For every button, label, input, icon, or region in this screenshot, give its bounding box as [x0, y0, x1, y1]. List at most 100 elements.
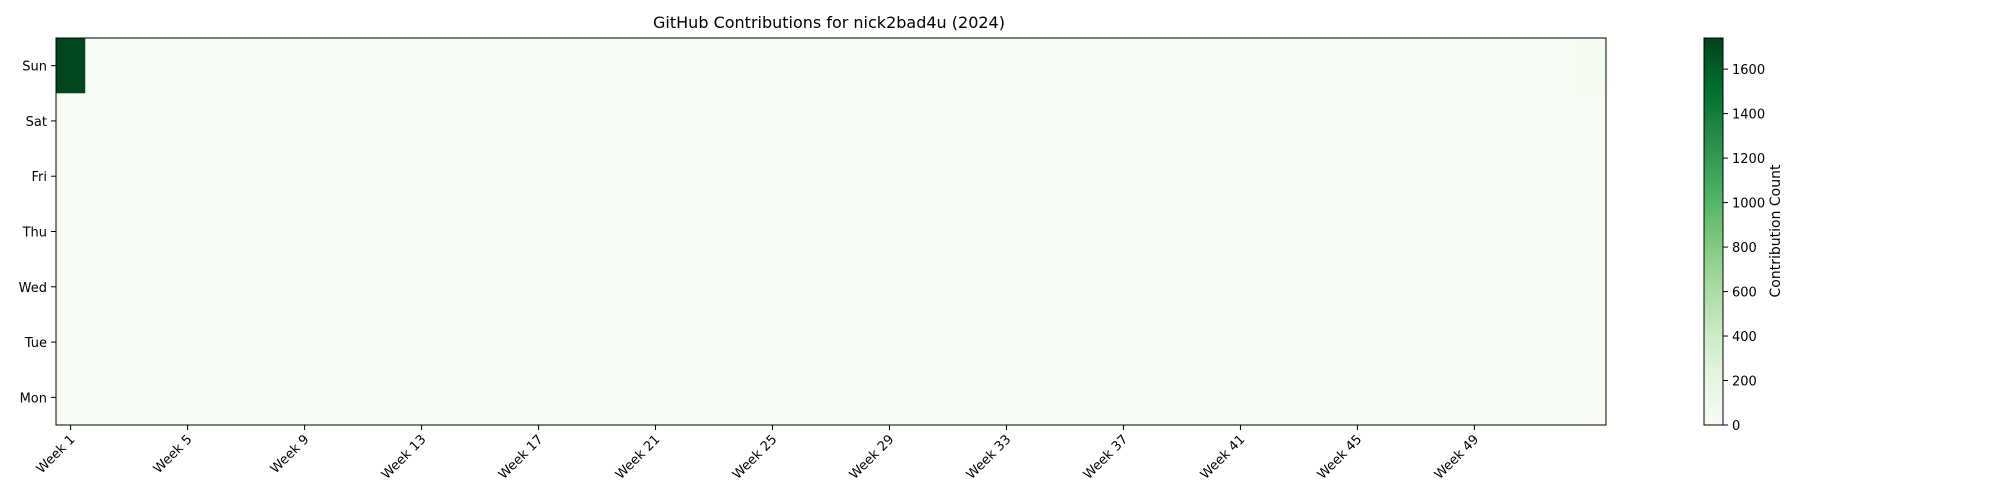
heatmap-cell	[406, 259, 437, 315]
heatmap-cell	[465, 369, 496, 426]
heatmap-cell	[1284, 203, 1314, 260]
heatmap-cell	[1108, 369, 1139, 426]
heatmap-cell	[728, 369, 759, 426]
heatmap-cell	[1372, 369, 1402, 426]
heatmap-cell	[1196, 314, 1227, 371]
heatmap-cell	[962, 369, 993, 426]
heatmap-cell	[1401, 259, 1431, 315]
heatmap-cell	[757, 93, 788, 149]
heatmap-cell	[699, 259, 730, 315]
heatmap-cell	[874, 314, 905, 371]
y-tick-label: Thu	[22, 226, 47, 241]
heatmap-cell	[699, 369, 730, 426]
heatmap-cell	[787, 259, 817, 315]
heatmap-cell	[757, 314, 788, 371]
heatmap-cell	[436, 314, 466, 371]
heatmap-cell	[845, 148, 876, 205]
x-tick-label: Week 29	[847, 432, 897, 482]
heatmap-cell	[319, 38, 349, 94]
heatmap-cell	[757, 148, 788, 205]
heatmap-cell	[1138, 38, 1168, 94]
heatmap-cell	[1401, 203, 1431, 260]
heatmap-cell	[933, 369, 964, 426]
heatmap-cell	[1430, 369, 1461, 426]
heatmap-cell	[494, 93, 525, 149]
heatmap-cell	[699, 38, 730, 94]
y-tick-label: Sun	[22, 60, 47, 75]
heatmap-cell	[1284, 93, 1314, 149]
heatmap-cell	[85, 259, 115, 315]
heatmap-cell	[1138, 148, 1168, 205]
heatmap-cell	[523, 93, 554, 149]
heatmap-cell	[1576, 93, 1607, 149]
y-tick-label: Wed	[19, 281, 47, 296]
heatmap-cell	[202, 203, 232, 260]
heatmap-cell	[85, 148, 115, 205]
heatmap-cell	[1196, 148, 1227, 205]
heatmap-cell	[816, 38, 847, 94]
heatmap-cell	[874, 259, 905, 315]
x-axis: Week 1 Week 5 Week 9 Week 13 Week 17 Week 21 W…	[34, 425, 1482, 483]
heatmap-cell	[377, 38, 408, 94]
heatmap-cell	[260, 314, 291, 371]
heatmap-cell	[377, 369, 408, 426]
x-tick-label: Week 33	[964, 432, 1014, 482]
colorbar: 0 200 400 600 800 1000 1200 1400 1600 Contributi…	[1703, 37, 1784, 434]
heatmap-cell	[1576, 203, 1607, 260]
heatmap-cell	[611, 93, 642, 149]
heatmap-cell	[260, 93, 291, 149]
heatmap-cell	[1401, 93, 1431, 149]
heatmap-cell	[1138, 259, 1168, 315]
heatmap-cell	[56, 203, 86, 260]
heatmap-cell	[787, 314, 817, 371]
heatmap-cell	[260, 203, 291, 260]
heatmap-cell	[172, 93, 203, 149]
heatmap-cell	[962, 148, 993, 205]
heatmap-cell	[85, 314, 115, 371]
heatmap-cell	[523, 148, 554, 205]
heatmap-cell	[699, 203, 730, 260]
heatmap-cell	[319, 203, 349, 260]
heatmap-cell	[377, 259, 408, 315]
heatmap-cell	[1430, 93, 1461, 149]
heatmap-cell	[874, 203, 905, 260]
heatmap-cell	[757, 369, 788, 426]
heatmap-cell	[1050, 369, 1080, 426]
heatmap-cell	[1401, 314, 1431, 371]
heatmap-cell	[348, 369, 379, 426]
colorbar-gradient	[1703, 37, 1724, 426]
heatmap-cell	[904, 369, 934, 426]
heatmap-cell	[465, 203, 496, 260]
heatmap-cell	[1167, 203, 1197, 260]
heatmap-cell	[260, 259, 291, 315]
heatmap-cell	[1050, 259, 1080, 315]
x-tick-label: Week 17	[496, 432, 546, 482]
heatmap-cell	[56, 369, 86, 426]
heatmap-cell	[1518, 93, 1548, 149]
heatmap-cell	[348, 203, 379, 260]
heatmap-cell	[1459, 93, 1490, 149]
heatmap-cell	[172, 259, 203, 315]
x-tick-label: Week 21	[613, 432, 663, 482]
heatmap-cell	[436, 38, 466, 94]
heatmap-cell	[611, 38, 642, 94]
heatmap-cell	[845, 93, 876, 149]
x-tick-label: Week 41	[1198, 432, 1248, 482]
y-tick-label: Tue	[24, 336, 47, 351]
heatmap-cell	[260, 369, 291, 426]
heatmap-cell	[436, 369, 466, 426]
heatmap-cell	[114, 314, 145, 371]
heatmap-cell	[494, 259, 525, 315]
y-tick-label: Fri	[32, 170, 48, 185]
heatmap-cell	[143, 38, 174, 94]
heatmap-cell	[1547, 259, 1578, 315]
heatmap-cell	[377, 314, 408, 371]
heatmap-cell	[1372, 38, 1402, 94]
heatmap-cell	[1284, 369, 1314, 426]
heatmap-cell	[1547, 203, 1578, 260]
heatmap-cell	[1372, 259, 1402, 315]
heatmap-cell	[202, 314, 232, 371]
heatmap-cell	[670, 314, 700, 371]
heatmap-cell	[904, 38, 934, 94]
heatmap-cell	[1108, 203, 1139, 260]
